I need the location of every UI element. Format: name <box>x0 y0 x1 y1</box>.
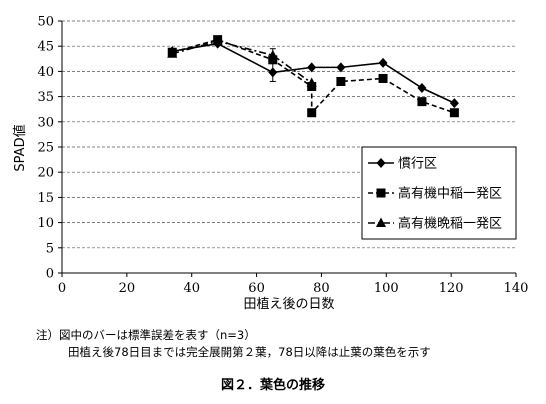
data-point <box>167 48 178 58</box>
legend-swatch-marker <box>376 158 386 168</box>
y-tick-label: 30 <box>37 115 54 130</box>
y-tick-label: 45 <box>37 40 54 55</box>
data-point <box>417 83 427 94</box>
note-line: 注）図中のバーは標準誤差を表す（n=3） <box>36 328 256 342</box>
y-tick-label: 50 <box>37 15 54 30</box>
data-point <box>267 49 278 60</box>
data-point <box>306 77 317 87</box>
data-point <box>212 35 223 46</box>
series-diamond <box>167 38 459 109</box>
series-triangle <box>167 35 317 87</box>
x-tick-label: 140 <box>504 281 529 296</box>
y-tick-label: 25 <box>37 141 54 156</box>
x-axis-label: 田植え後の日数 <box>243 297 334 312</box>
legend-swatch-marker <box>376 217 386 227</box>
x-tick-labels: 0 20 40 60 80 100 120 140 <box>58 281 529 296</box>
data-point <box>449 98 459 109</box>
series-line <box>172 42 455 104</box>
data-point <box>378 73 388 83</box>
y-tick-label: 10 <box>37 216 54 231</box>
legend-label: 高有機晩稲一発区 <box>398 216 502 232</box>
series-square <box>167 35 459 118</box>
series-line <box>172 38 455 115</box>
note-line: 田植え後78日目までは完全展開第２葉，78日以降は止葉の葉色を示す <box>68 345 431 359</box>
y-tick-label: 40 <box>37 65 54 80</box>
y-tick-label: 20 <box>37 166 54 181</box>
data-point <box>417 97 427 107</box>
x-tick-label: 100 <box>374 281 399 296</box>
y-tick-label: 35 <box>37 90 54 105</box>
x-tick-label: 40 <box>183 281 200 296</box>
legend-label: 慣行区 <box>398 156 437 172</box>
data-point <box>378 57 388 68</box>
y-axis-label: SPAD値 <box>12 124 28 171</box>
x-tick-label: 20 <box>119 281 136 296</box>
x-tick-label: 120 <box>439 281 464 296</box>
data-point <box>307 62 317 73</box>
y-tick-labels: 0 5 10 15 20 25 30 35 40 45 50 <box>37 15 54 282</box>
figure-caption: 図２．葉色の推移 <box>220 378 325 393</box>
x-tick-label: 60 <box>248 281 265 296</box>
y-tick-label: 0 <box>46 267 54 282</box>
data-point <box>336 62 346 73</box>
axes <box>58 20 517 277</box>
y-tick-label: 15 <box>37 191 54 206</box>
data-point <box>268 67 278 78</box>
data-point <box>336 76 346 86</box>
gridlines <box>62 20 516 249</box>
legend-swatch-marker <box>376 188 386 198</box>
data-point <box>307 108 317 118</box>
y-tick-label: 5 <box>46 241 54 256</box>
figure-notes: 注）図中のバーは標準誤差を表す（n=3） 田植え後78日目までは完全展開第２葉，… <box>36 327 431 361</box>
series-line <box>172 40 313 84</box>
x-tick-label: 80 <box>313 281 330 296</box>
legend-label: 高有機中稲一発区 <box>398 186 502 202</box>
data-point <box>268 55 278 65</box>
data-point <box>449 108 459 118</box>
series-group <box>167 35 459 118</box>
x-tick-label: 0 <box>58 281 66 296</box>
